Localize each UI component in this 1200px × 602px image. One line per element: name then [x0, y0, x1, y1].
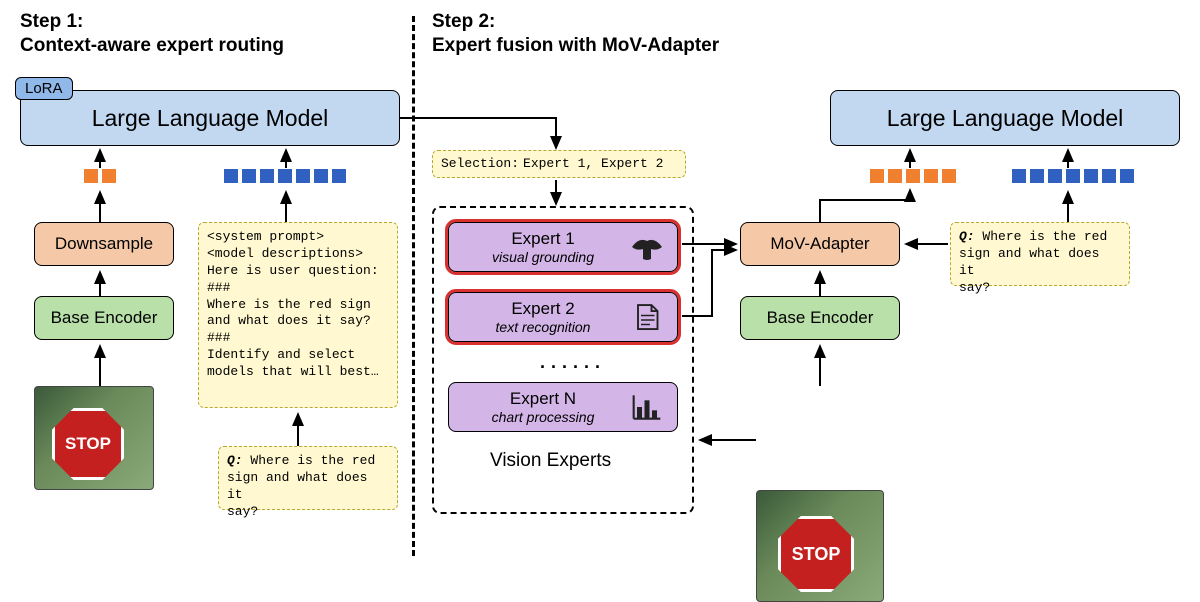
prompt-line-5: and what does it say?	[207, 313, 389, 330]
step1-q-label: Q:	[227, 453, 243, 468]
chart-icon	[627, 389, 667, 425]
step2-q-text: Where is the red sign and what does it s…	[959, 229, 1107, 295]
step1-tokens-right	[224, 169, 346, 183]
experts-ellipsis: ......	[540, 352, 606, 373]
step2-title: Step 2: Expert fusion with MoV-Adapter	[432, 10, 932, 58]
expert-2-role: text recognition	[459, 319, 627, 335]
step1-llm: Large Language Model LoRA	[20, 90, 400, 146]
expert-n-role: chart processing	[459, 409, 627, 425]
step2-question: Q: Where is the red sign and what does i…	[950, 222, 1130, 286]
selection-box: Selection: Expert 1, Expert 2	[432, 150, 686, 178]
step2-q-label: Q:	[959, 229, 975, 244]
expert-n: Expert N chart processing	[448, 382, 678, 432]
expert-1-name: Expert 1	[459, 229, 627, 249]
lora-tag: LoRA	[15, 77, 73, 100]
expert-2-name: Expert 2	[459, 299, 627, 319]
step1-tokens-left	[84, 169, 116, 183]
prompt-line-8: models that will best…	[207, 364, 389, 381]
selection-value: Expert 1, Expert 2	[523, 156, 663, 173]
step-divider	[412, 16, 415, 556]
expert-n-name: Expert N	[459, 389, 627, 409]
downsample-box: Downsample	[34, 222, 174, 266]
step1-encoder-box: Base Encoder	[34, 296, 174, 340]
step1-q-text: Where is the red sign and what does it s…	[227, 453, 375, 519]
eagle-icon	[627, 229, 667, 265]
prompt-line-2: Here is user question:	[207, 263, 389, 280]
step2-llm-label: Large Language Model	[887, 105, 1124, 132]
step1-title: Step 1: Context-aware expert routing	[20, 10, 400, 58]
step1-encoder-label: Base Encoder	[51, 308, 158, 328]
step1-llm-label: Large Language Model	[92, 105, 329, 132]
step2-stop-image: STOP	[756, 490, 884, 602]
step2-stop-text: STOP	[792, 544, 841, 565]
expert-1: Expert 1 visual grounding	[448, 222, 678, 272]
step1-stop-text: STOP	[65, 434, 111, 454]
expert-1-role: visual grounding	[459, 249, 627, 265]
step2-tokens-blue	[1012, 169, 1134, 183]
step2-encoder-box: Base Encoder	[740, 296, 900, 340]
prompt-line-4: Where is the red sign	[207, 297, 389, 314]
step2-llm: Large Language Model	[830, 90, 1180, 146]
vision-experts-label: Vision Experts	[490, 450, 611, 472]
mov-adapter-label: MoV-Adapter	[770, 234, 869, 254]
step2-encoder-label: Base Encoder	[767, 308, 874, 328]
prompt-line-3: ###	[207, 280, 389, 297]
prompt-line-1: <model descriptions>	[207, 246, 389, 263]
doc-icon	[627, 299, 667, 335]
downsample-label: Downsample	[55, 234, 153, 254]
step1-question: Q: Where is the red sign and what does i…	[218, 446, 398, 510]
step1-system-prompt: <system prompt> <model descriptions> Her…	[198, 222, 398, 408]
step2-stop-octagon: STOP	[778, 516, 854, 592]
expert-2: Expert 2 text recognition	[448, 292, 678, 342]
step2-tokens-orange	[870, 169, 956, 183]
prompt-line-7: Identify and select	[207, 347, 389, 364]
mov-adapter-box: MoV-Adapter	[740, 222, 900, 266]
prompt-line-0: <system prompt>	[207, 229, 389, 246]
selection-label: Selection:	[441, 156, 519, 173]
step1-stop-image: STOP	[34, 386, 154, 490]
prompt-line-6: ###	[207, 330, 389, 347]
